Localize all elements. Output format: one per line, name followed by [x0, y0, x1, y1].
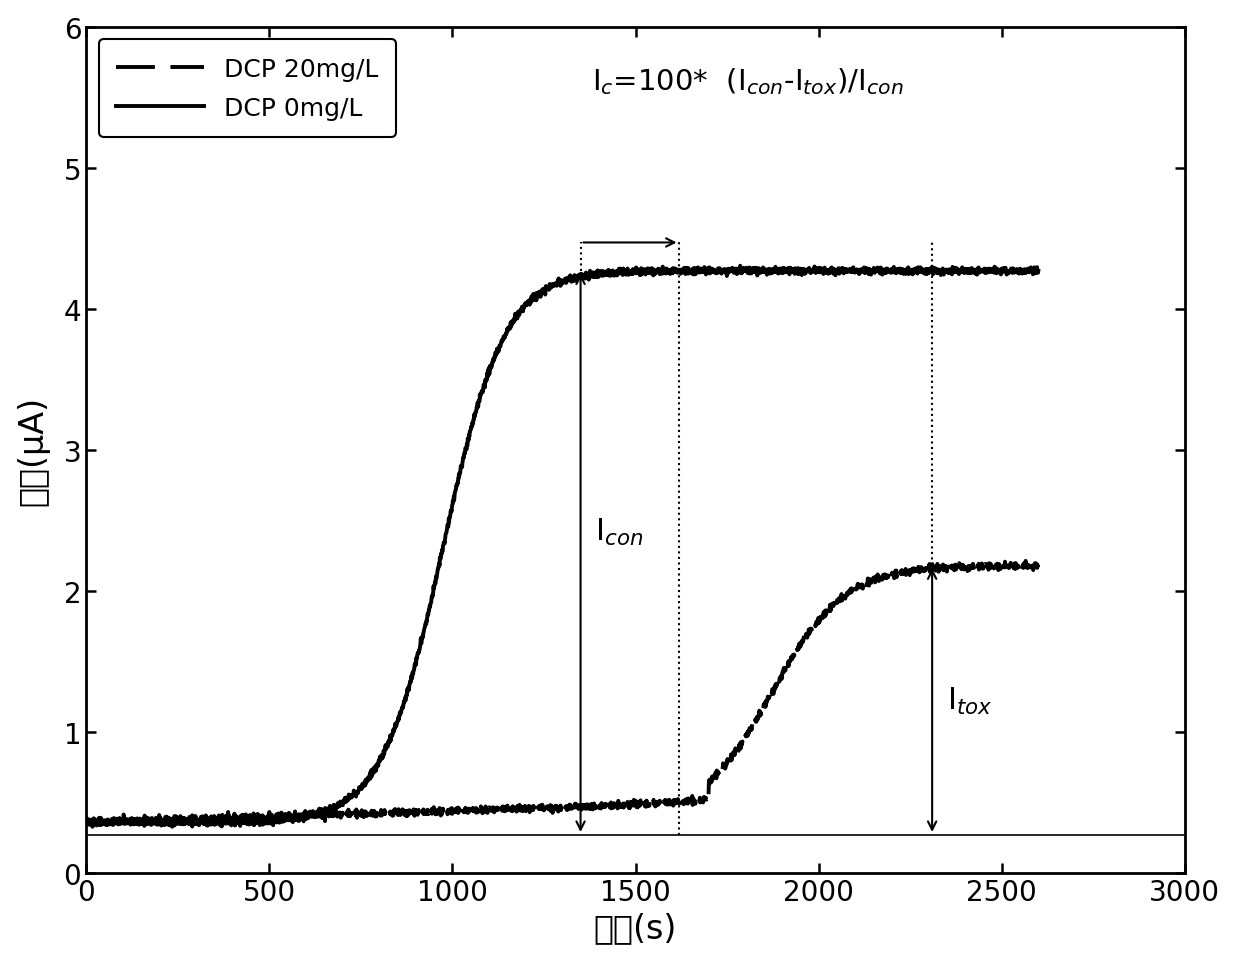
DCP 0mg/L [732, 260, 747, 272]
DCP 0mg/L [1030, 266, 1045, 278]
DCP 20mg/L [444, 802, 459, 814]
DCP 0mg/L [79, 814, 94, 825]
Line: DCP 0mg/L: DCP 0mg/L [87, 266, 1038, 826]
DCP 20mg/L [85, 821, 100, 832]
X-axis label: 时间(s): 时间(s) [594, 911, 677, 945]
DCP 0mg/L [444, 506, 459, 518]
DCP 20mg/L [79, 814, 94, 825]
Y-axis label: 电流(μA): 电流(μA) [16, 395, 49, 505]
DCP 20mg/L [1030, 559, 1045, 571]
Line: DCP 20mg/L: DCP 20mg/L [87, 561, 1038, 826]
DCP 0mg/L [1013, 263, 1028, 275]
DCP 20mg/L [1018, 555, 1033, 567]
DCP 0mg/L [165, 821, 179, 832]
Text: I$_c$=100*  (I$_{con}$-I$_{tox}$)/I$_{con}$: I$_c$=100* (I$_{con}$-I$_{tox}$)/I$_{con… [591, 65, 903, 96]
DCP 0mg/L [485, 357, 500, 369]
DCP 20mg/L [1013, 560, 1028, 572]
DCP 20mg/L [910, 566, 925, 578]
DCP 20mg/L [485, 801, 500, 813]
Text: I$_{tox}$: I$_{tox}$ [946, 685, 992, 716]
Legend: DCP 20mg/L, DCP 0mg/L: DCP 20mg/L, DCP 0mg/L [99, 40, 396, 138]
DCP 0mg/L [910, 265, 925, 277]
DCP 20mg/L [244, 810, 259, 822]
DCP 0mg/L [188, 819, 203, 830]
DCP 0mg/L [244, 817, 259, 828]
Text: I$_{con}$: I$_{con}$ [595, 516, 643, 548]
DCP 20mg/L [188, 814, 203, 825]
